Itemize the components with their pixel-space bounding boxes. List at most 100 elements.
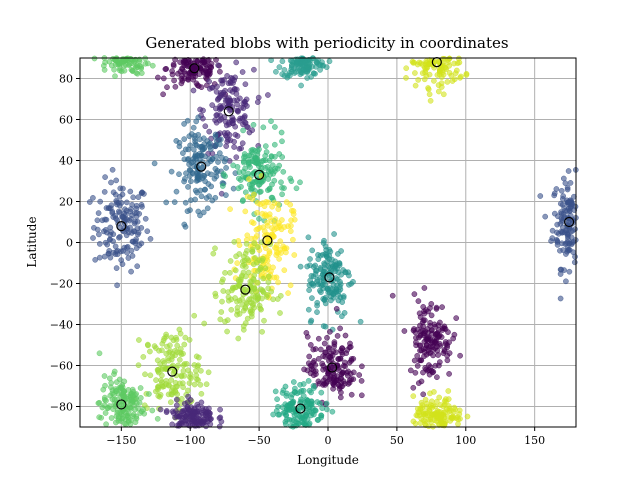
cluster-center-marker (324, 272, 335, 283)
data-point (421, 76, 428, 83)
data-point (248, 296, 254, 303)
data-point (234, 101, 240, 108)
data-point (337, 394, 344, 401)
data-point (216, 106, 223, 113)
data-point (289, 400, 296, 407)
data-point (328, 293, 334, 300)
data-point (416, 412, 423, 419)
data-point (231, 97, 237, 104)
data-point (206, 193, 212, 200)
data-point (444, 342, 451, 349)
data-point (331, 231, 337, 237)
data-point (418, 399, 425, 406)
data-point (202, 186, 208, 193)
data-point (346, 377, 353, 384)
data-point (449, 78, 456, 84)
data-point (186, 133, 193, 140)
data-point (317, 346, 324, 353)
data-point (173, 188, 180, 195)
data-point (190, 124, 197, 131)
data-point (251, 272, 258, 279)
data-point (279, 191, 285, 198)
data-point (464, 413, 471, 420)
data-point (203, 381, 210, 388)
data-point (252, 255, 258, 261)
data-point (424, 326, 431, 332)
data-point (272, 124, 278, 130)
data-point (441, 398, 448, 404)
data-point (328, 261, 335, 267)
data-point (113, 379, 120, 385)
data-point (293, 59, 299, 66)
data-point (269, 218, 275, 224)
data-point (287, 282, 294, 289)
data-point (134, 263, 141, 270)
data-point (427, 404, 433, 410)
data-point (182, 223, 189, 230)
data-point (220, 288, 227, 294)
data-point (291, 216, 298, 223)
data-point (234, 304, 241, 311)
data-point (244, 193, 251, 200)
data-point (277, 238, 284, 245)
data-point (412, 82, 419, 89)
data-point (568, 228, 574, 235)
data-point (445, 388, 452, 394)
data-point (154, 384, 161, 390)
data-point (116, 59, 123, 66)
data-point (183, 412, 190, 419)
data-point (233, 253, 239, 260)
data-point (225, 80, 232, 87)
data-point (174, 342, 181, 349)
data-point (339, 370, 346, 376)
data-point (216, 117, 223, 124)
data-point (308, 273, 315, 279)
data-point (290, 379, 297, 385)
data-point (140, 354, 147, 360)
data-point (430, 368, 437, 375)
data-point (204, 205, 211, 212)
data-point (235, 277, 242, 283)
data-point (256, 189, 263, 195)
data-point (178, 80, 185, 87)
data-point (411, 357, 418, 364)
data-point (333, 305, 340, 312)
data-point (159, 365, 166, 371)
data-point (279, 154, 286, 160)
data-point (210, 250, 217, 257)
data-point (315, 335, 322, 342)
data-point (134, 218, 141, 225)
data-point (244, 103, 250, 109)
data-point (269, 194, 276, 201)
data-point (219, 279, 225, 285)
data-point (435, 88, 442, 95)
data-point (193, 414, 200, 420)
data-point (237, 177, 244, 183)
data-point (110, 238, 116, 245)
data-point (269, 231, 276, 238)
data-point (231, 239, 238, 245)
data-point (425, 308, 431, 315)
data-point (537, 193, 544, 199)
data-point (182, 199, 189, 206)
data-point (304, 68, 311, 75)
data-point (208, 60, 215, 67)
data-point (339, 345, 345, 352)
cluster-center-marker (223, 106, 234, 117)
data-point (266, 211, 273, 218)
data-point (139, 189, 145, 196)
data-point (300, 387, 307, 394)
data-point (430, 352, 436, 359)
data-point (262, 143, 269, 149)
data-point (240, 197, 246, 203)
data-point (163, 378, 170, 384)
data-point (214, 83, 220, 90)
data-point (564, 245, 571, 251)
data-point (228, 306, 235, 313)
data-point (197, 381, 204, 388)
data-point (96, 414, 103, 421)
data-point (329, 408, 336, 415)
data-point (205, 369, 212, 376)
data-point (146, 391, 152, 397)
data-point (318, 282, 325, 289)
